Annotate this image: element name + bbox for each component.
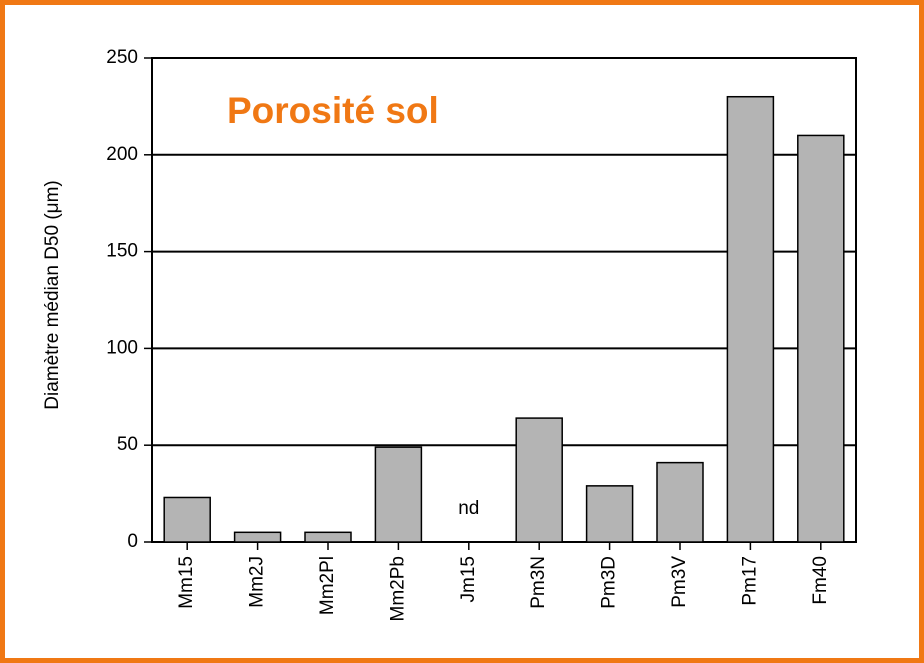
bar [726, 95, 775, 543]
y-axis-label: Diamètre médian D50 (μm) [42, 180, 63, 410]
y-tick-label: 250 [106, 47, 138, 68]
x-tick-label: Mm2Pl [317, 556, 338, 615]
bar [163, 496, 211, 543]
bar [374, 446, 423, 543]
x-tick-label: Pm17 [739, 556, 760, 606]
bar [797, 134, 845, 543]
x-tick-label: Mm15 [176, 556, 197, 609]
y-tick-label: 100 [106, 337, 138, 358]
x-tick-label: Mm2J [247, 556, 268, 608]
chart-title: Porosité sol [227, 90, 439, 131]
x-tick-label: Pm3V [669, 556, 690, 608]
y-tick-label: 200 [106, 144, 138, 165]
x-tick-label: Mm2Pb [387, 556, 408, 621]
y-tick-label: 150 [106, 241, 138, 262]
y-tick-label: 0 [127, 531, 138, 552]
x-tick-label: Jm15 [458, 556, 479, 602]
bar [304, 531, 352, 543]
bar [233, 531, 282, 543]
bar [656, 461, 704, 543]
x-tick-label: Fm40 [810, 556, 831, 605]
x-tick-label: Pm3D [599, 556, 620, 609]
x-tick-label: Pm3N [528, 556, 549, 609]
y-tick-label: 50 [117, 434, 138, 455]
plot-frame [151, 57, 857, 543]
annotation: nd [458, 498, 479, 519]
bar [515, 417, 563, 543]
chart: Porosité sol Diamètre médian D50 (μm) 0 5… [42, 47, 857, 621]
bar [585, 485, 634, 543]
